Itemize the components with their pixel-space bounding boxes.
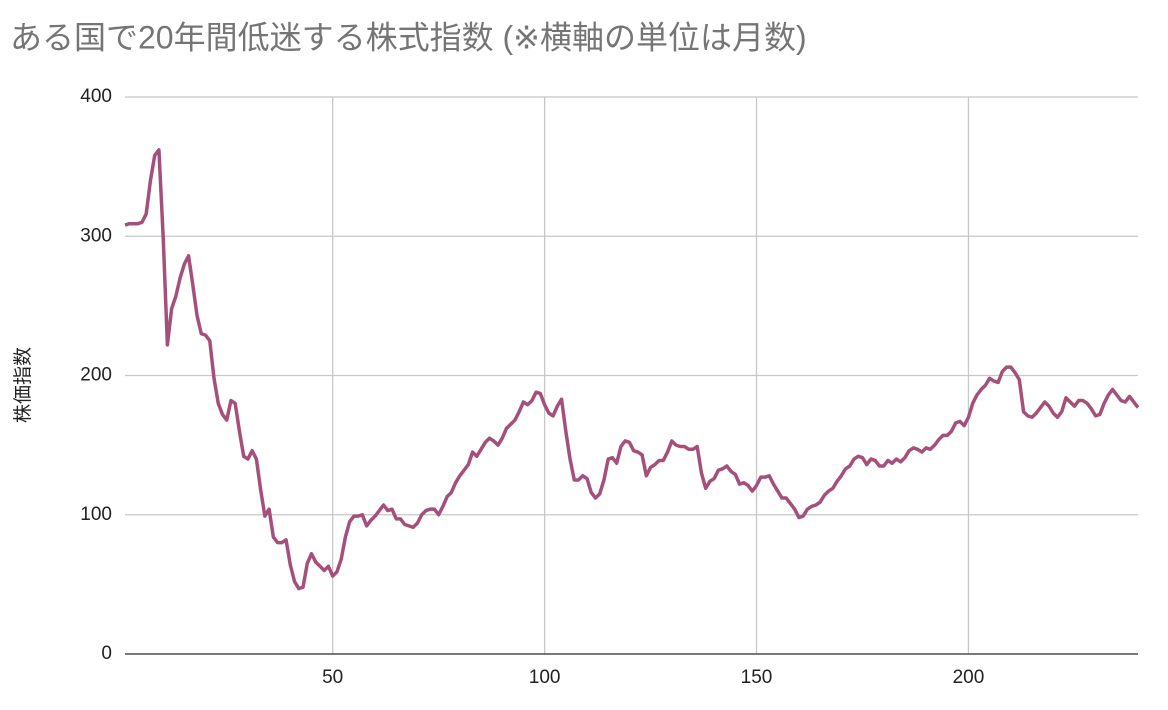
x-tick-label: 50: [322, 667, 343, 688]
y-tick-label: 0: [101, 643, 112, 664]
y-tick-label: 300: [80, 225, 112, 246]
y-tick-label: 100: [80, 504, 112, 525]
data-line: [124, 148, 1140, 591]
y-tick-label: 200: [80, 365, 112, 386]
x-tick-label: 150: [741, 667, 773, 688]
x-tick-label: 200: [953, 667, 985, 688]
y-axis-label: 株価指数: [12, 347, 34, 423]
y-tick-label: 400: [80, 86, 112, 107]
x-tick-label: 100: [529, 667, 561, 688]
chart-title: ある国で20年間低迷する株式指数 (※横軸の単位は月数): [10, 19, 807, 55]
